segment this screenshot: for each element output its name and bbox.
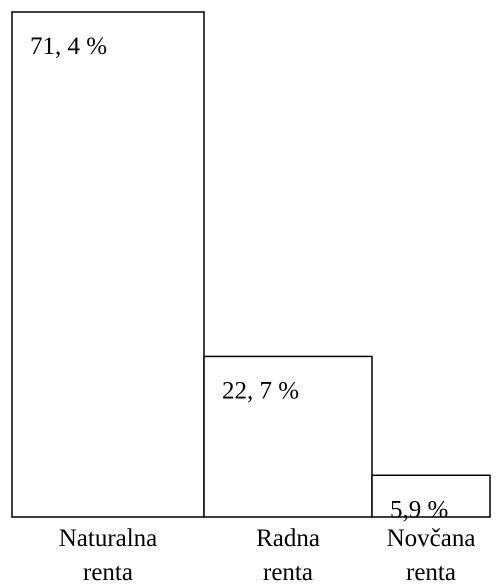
- bar-2: [203, 355, 373, 518]
- category-label-1-line-1: Naturalna: [59, 525, 158, 552]
- data-labels-layer: 71, 4 % 22, 7 % 5,9 %: [30, 33, 448, 523]
- category-labels-layer: Naturalna renta Radna renta Novčana renta: [59, 525, 476, 585]
- bar-1: [11, 11, 205, 518]
- category-label-2-line-2: renta: [263, 559, 313, 585]
- data-label-1: 71, 4 %: [30, 33, 107, 60]
- category-label-2-line-1: Radna: [256, 525, 320, 552]
- bar-3: [371, 474, 491, 518]
- data-label-3: 5,9 %: [390, 496, 448, 523]
- data-label-2: 22, 7 %: [222, 377, 299, 404]
- bars-layer: [11, 11, 491, 518]
- category-label-3-line-1: Novčana: [387, 525, 476, 552]
- category-label-1-line-2: renta: [83, 559, 133, 585]
- category-label-3-line-2: renta: [406, 559, 456, 585]
